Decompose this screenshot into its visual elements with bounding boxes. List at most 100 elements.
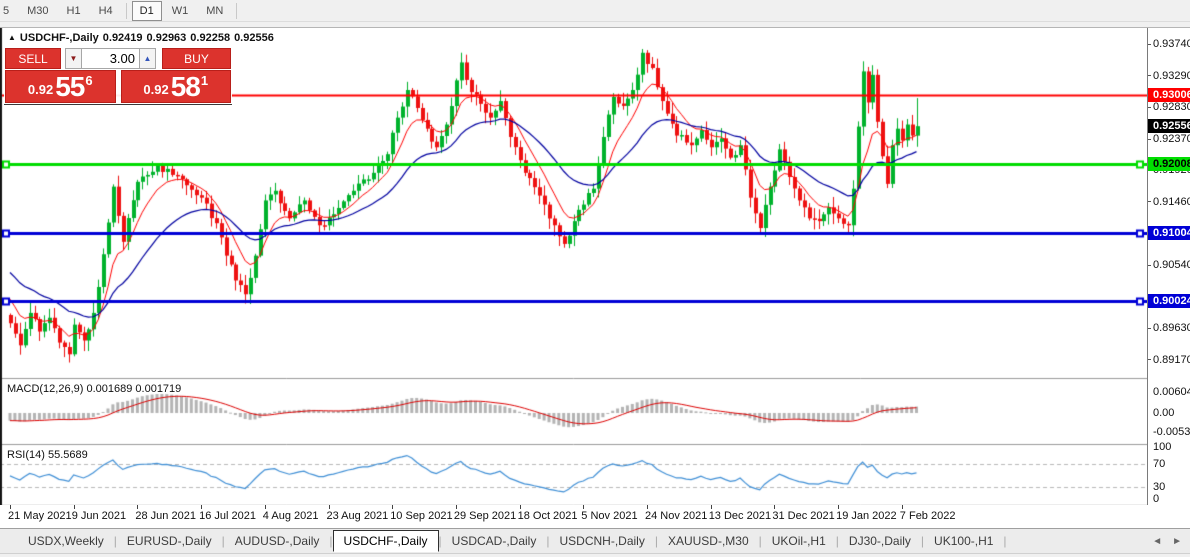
date-axis-label: 23 Aug 2021 [326, 510, 389, 522]
chart-tab-usdx[interactable]: USDX,Weekly [28, 534, 104, 548]
date-axis-label: 7 Feb 2022 [899, 510, 956, 522]
tab-separator: | [920, 534, 925, 548]
chart-tab-audusd-[interactable]: AUDUSD-,Daily [234, 534, 320, 548]
sell-price-pip: 6 [85, 73, 93, 88]
buy-price-big: 58 [170, 71, 201, 102]
date-axis-tick [838, 505, 840, 509]
timeframe-button-d1[interactable]: D1 [131, 0, 162, 21]
chart-tab-uk100-[interactable]: UK100-,H1 [934, 534, 994, 548]
sell-price-big: 55 [55, 71, 85, 102]
ohlc-high: 0.92963 [146, 32, 187, 44]
date-axis-tick [73, 505, 75, 509]
tab-separator: | [1003, 534, 1007, 548]
date-axis-tick [328, 505, 330, 509]
one-click-trading-panel: SELL ▼ ▲ BUY 0.92 55 6 0.92 58 1 [4, 47, 232, 105]
spinner-down-icon: ▼ [69, 54, 78, 63]
date-axis-label: 5 Nov 2021 [581, 510, 638, 522]
ohlc-open: 0.92419 [102, 32, 143, 44]
buy-price-button[interactable]: 0.92 58 1 [120, 70, 231, 103]
price-axis-tick [1148, 201, 1151, 203]
chart-title: ▲ USDCHF-,Daily 0.92419 0.92963 0.92258 0.925… [8, 32, 278, 44]
tab-separator: | [221, 534, 225, 548]
tab-separator: | [654, 534, 658, 548]
date-axis-label: 10 Sep 2021 [390, 510, 453, 522]
status-bar [0, 553, 1190, 557]
date-axis[interactable]: 21 May 2021 9 Jun 2021 28 Jun 2021 16 Jul 2… [0, 505, 1190, 528]
price-axis-label: 0.89630 [1153, 322, 1190, 335]
date-axis-label: 9 Jun 2021 [71, 510, 127, 522]
timeframe-button-h1[interactable]: H1 [66, 4, 81, 17]
chart-tab-bar: USDX,Weekly | EURUSD-,Daily | AUDUSD-,Daily |… [0, 528, 1190, 553]
chart-tab-dj30-[interactable]: DJ30-,Daily [848, 534, 911, 548]
date-axis-label: 28 Jun 2021 [135, 510, 196, 522]
date-axis-label: 31 Dec 2021 [772, 510, 835, 522]
tab-scroll-arrows: ◄ ► [1152, 536, 1182, 547]
price-axis-label: 0.92370 [1153, 133, 1190, 146]
chart-tab-usdchf-[interactable]: USDCHF-,Daily [332, 530, 439, 552]
chart-tab-xauusd-[interactable]: XAUUSD-,M30 [667, 534, 749, 548]
symbol-collapse-icon[interactable]: ▲ [8, 33, 16, 42]
rsi-axis-label: 100 [1153, 441, 1172, 453]
chart-window: ▲ USDCHF-,Daily 0.92419 0.92963 0.92258 0.925… [0, 27, 1190, 506]
timeframe-button-5[interactable]: 5 [3, 4, 10, 17]
date-axis-label: 19 Jan 2022 [836, 510, 897, 522]
date-axis-tick [647, 505, 648, 509]
timeframe-toolbar: 5 M30 H1 H4 D1 W1 MN [0, 0, 1190, 22]
timeframe-button-mn[interactable]: MN [206, 4, 224, 17]
chart-tab-ukoil-[interactable]: UKOil-,H1 [771, 534, 826, 548]
price-axis[interactable]: 0.937400.932900.928300.923700.919200.914… [1147, 28, 1190, 506]
volume-input[interactable] [82, 48, 139, 69]
sell-price-prefix: 0.92 [27, 82, 54, 97]
date-axis-tick [455, 505, 457, 509]
rsi-axis-label: 0 [1153, 493, 1160, 505]
date-axis-tick [201, 505, 203, 509]
chart-symbol: USDCHF-,Daily [19, 32, 99, 44]
chart-tab-eurusd-[interactable]: EURUSD-,Daily [126, 534, 212, 548]
rsi-axis-label: 70 [1153, 458, 1166, 471]
price-badge: 0.93006 [1148, 88, 1190, 103]
tab-separator: | [329, 534, 333, 548]
buy-button[interactable]: BUY [162, 48, 231, 69]
price-axis-label: 0.92830 [1153, 101, 1190, 114]
chart-canvas[interactable] [0, 28, 1147, 506]
date-axis-label: 21 May 2021 [8, 510, 72, 522]
date-axis-label: 18 Oct 2021 [517, 510, 578, 522]
price-axis-label: 0.91460 [1153, 195, 1190, 208]
macd-axis-label: 0.00 [1153, 407, 1175, 419]
volume-increase-button[interactable]: ▲ [139, 48, 156, 69]
date-axis-tick [519, 505, 521, 509]
date-axis-tick [710, 505, 712, 509]
volume-decrease-button[interactable]: ▼ [65, 48, 82, 69]
price-axis-tick [1148, 327, 1151, 329]
macd-indicator-label: MACD(12,26,9) 0.001689 0.001719 [7, 383, 182, 395]
spinner-up-icon: ▲ [143, 54, 152, 63]
tab-separator: | [546, 534, 550, 548]
price-badge: 0.90024 [1148, 293, 1190, 308]
price-axis-tick [1148, 106, 1151, 108]
price-axis-label: 0.89170 [1153, 353, 1190, 366]
sell-price-button[interactable]: 0.92 55 6 [5, 70, 116, 103]
chart-tab-usdcnh-[interactable]: USDCNH-,Daily [559, 534, 645, 548]
timeframe-button-m30[interactable]: M30 [27, 4, 49, 17]
date-axis-tick [10, 505, 11, 509]
sell-button[interactable]: SELL [5, 48, 61, 69]
buy-price-prefix: 0.92 [143, 82, 169, 97]
date-axis-tick [137, 505, 139, 509]
tab-scroll-right-icon[interactable]: ► [1172, 535, 1182, 547]
date-axis-tick [392, 505, 394, 509]
date-axis-tick [774, 505, 776, 509]
toolbar-separator [125, 2, 127, 19]
tab-separator: | [438, 534, 442, 548]
buy-price-pip: 1 [200, 73, 209, 88]
tab-scroll-left-icon[interactable]: ◄ [1152, 535, 1163, 547]
timeframe-button-w1[interactable]: W1 [171, 4, 189, 17]
tab-separator: | [758, 534, 762, 548]
price-axis-tick [1148, 138, 1151, 140]
chart-tab-usdcad-[interactable]: USDCAD-,Daily [451, 534, 537, 548]
ohlc-close: 0.92556 [234, 32, 274, 44]
rsi-axis-label: 30 [1153, 481, 1166, 494]
date-axis-label: 4 Aug 2021 [262, 510, 319, 522]
timeframe-button-h4[interactable]: H4 [98, 4, 113, 17]
price-axis-tick [1148, 43, 1151, 45]
